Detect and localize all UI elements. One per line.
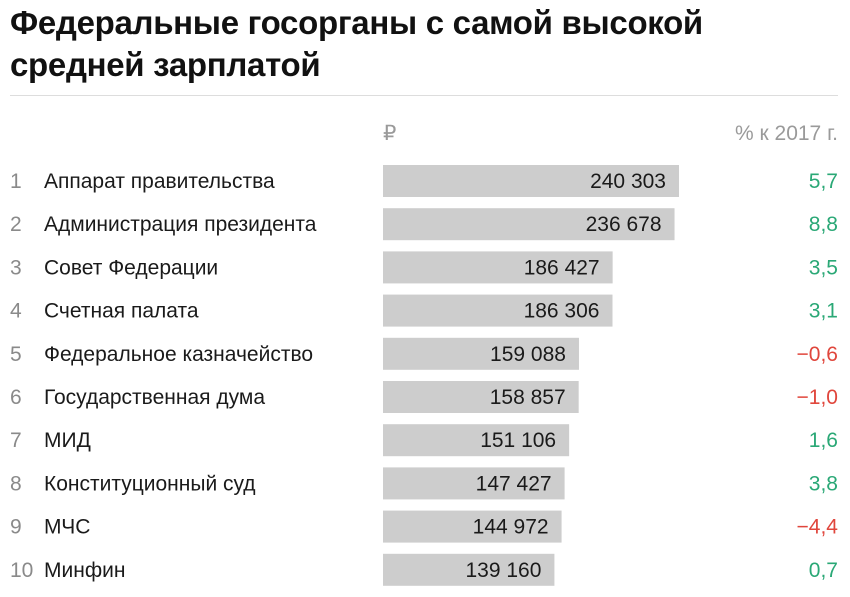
- change-label: 1,6: [809, 429, 838, 452]
- bar: [383, 381, 579, 413]
- rank-label: 8: [10, 472, 22, 495]
- bar: [383, 337, 579, 370]
- category-label: МИД: [44, 429, 91, 452]
- bar: [383, 294, 613, 327]
- category-label: Совет Федерации: [44, 256, 218, 279]
- bar: [383, 165, 679, 197]
- bar: [383, 467, 565, 500]
- category-label: Государственная дума: [44, 386, 265, 409]
- rank-label: 7: [10, 429, 22, 452]
- rank-label: 6: [10, 386, 22, 409]
- category-label: Счетная палата: [44, 300, 199, 323]
- change-label: −1,0: [797, 386, 838, 409]
- value-label: 147 427: [476, 472, 552, 495]
- rank-label: 1: [10, 170, 22, 193]
- category-label: Минфин: [44, 559, 125, 582]
- value-label: 144 972: [473, 516, 549, 539]
- rank-label: 5: [10, 343, 22, 366]
- change-label: −4,4: [797, 516, 839, 539]
- category-label: Администрация президента: [44, 213, 317, 236]
- change-label: 0,7: [809, 559, 838, 582]
- bar: [383, 424, 570, 457]
- category-label: МЧС: [44, 516, 90, 539]
- change-label: 5,7: [809, 170, 838, 193]
- change-label: 3,8: [809, 472, 838, 495]
- bar: [383, 208, 675, 241]
- change-label: −0,6: [797, 343, 838, 366]
- value-label: 186 427: [524, 256, 600, 279]
- rank-label: 4: [10, 300, 22, 323]
- value-column-header: ₽: [383, 122, 397, 145]
- value-label: 159 088: [490, 343, 566, 366]
- change-column-header: % к 2017 г.: [734, 122, 838, 145]
- change-label: 3,5: [809, 256, 838, 279]
- rank-label: 3: [10, 256, 22, 279]
- rank-label: 10: [10, 559, 33, 582]
- bar: [383, 510, 562, 543]
- category-label: Конституционный суд: [44, 472, 256, 495]
- value-label: 186 306: [524, 300, 600, 323]
- bar: [383, 251, 613, 284]
- rank-label: 9: [10, 516, 22, 539]
- value-label: 236 678: [586, 213, 662, 236]
- value-label: 240 303: [590, 170, 666, 193]
- chart-title: Федеральные госорганы с самой высокой ср…: [10, 4, 703, 83]
- title-divider: [10, 95, 838, 96]
- rank-label: 2: [10, 213, 22, 236]
- value-label: 151 106: [480, 429, 556, 452]
- value-label: 139 160: [465, 559, 541, 582]
- category-label: Федеральное казначейство: [44, 343, 313, 366]
- change-label: 8,8: [809, 213, 838, 236]
- value-label: 158 857: [490, 386, 566, 409]
- category-label: Аппарат правительства: [44, 170, 275, 193]
- change-label: 3,1: [809, 300, 838, 323]
- bar: [383, 553, 555, 586]
